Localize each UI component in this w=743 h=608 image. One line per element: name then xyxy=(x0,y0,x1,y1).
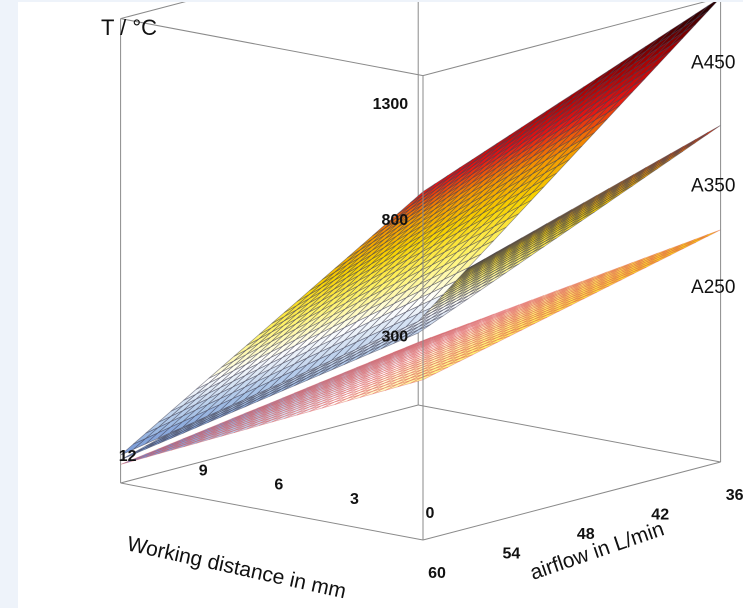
surface-plot: 180013008003000369126054484236 T / °C Wo… xyxy=(101,2,743,603)
y-tick-label: 60 xyxy=(428,565,446,582)
series-labels: A250 A350 A450 xyxy=(691,53,735,298)
y-tick-label: 54 xyxy=(503,546,521,563)
box-edge-back-top-right xyxy=(120,2,186,20)
z-tick-label: 1300 xyxy=(373,96,409,113)
y-tick-label: 48 xyxy=(577,526,595,543)
series-label-a250: A250 xyxy=(691,277,735,298)
box-edge-front-top-right xyxy=(120,18,424,77)
x-tick-label: 6 xyxy=(274,477,283,494)
box-edge-back-floor-left xyxy=(418,404,721,463)
x-axis-label: Working distance in mm xyxy=(125,532,348,603)
surface-a450 xyxy=(120,2,717,456)
box-edge-back-floor-right xyxy=(120,404,419,484)
series-label-a450: A450 xyxy=(691,53,735,74)
z-tick-label: 800 xyxy=(381,212,408,229)
x-tick-label: 12 xyxy=(119,448,137,465)
chart-canvas: 180013008003000369126054484236 T / °C Wo… xyxy=(18,2,743,608)
x-tick-label: 9 xyxy=(199,462,208,479)
surface-a250 xyxy=(120,229,721,465)
tick-labels: 180013008003000369126054484236 xyxy=(119,96,743,582)
box-edge-front-top-left xyxy=(422,2,706,77)
box-edge-front-floor-right xyxy=(120,482,424,541)
bounding-box-front xyxy=(120,2,722,541)
z-tick-label: 300 xyxy=(381,328,408,345)
y-tick-label: 36 xyxy=(726,487,743,504)
x-tick-label: 0 xyxy=(426,505,435,522)
surfaces xyxy=(120,2,721,465)
box-edge-front-floor-left xyxy=(422,461,721,541)
surface-cell xyxy=(695,2,717,20)
series-label-a350: A350 xyxy=(691,176,735,197)
y-axis-label: airflow in L/min xyxy=(527,517,667,584)
y-tick-label: 42 xyxy=(651,507,669,524)
z-axis-label: T / °C xyxy=(101,15,157,40)
x-tick-label: 3 xyxy=(350,491,359,508)
